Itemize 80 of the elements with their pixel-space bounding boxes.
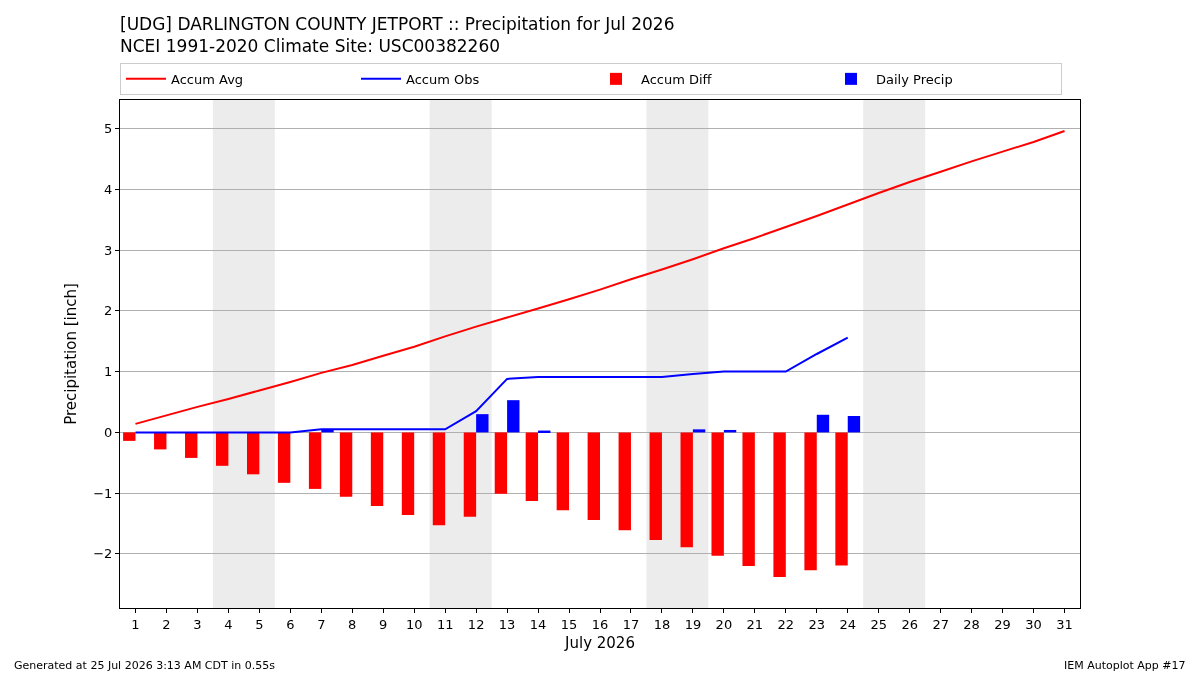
- bar: [816, 414, 830, 433]
- bar: [432, 432, 446, 526]
- bar: [494, 432, 508, 494]
- x-tick-label: 16: [591, 616, 609, 632]
- text: Generated at 25 Jul 2026 3:13 AM CDT in 0.55s: [14, 659, 276, 672]
- text: IEM Autoplot App #17: [1064, 659, 1186, 672]
- x-tick-label: 12: [467, 616, 485, 632]
- bar: [525, 432, 539, 502]
- x-tick-label: 20: [715, 616, 733, 632]
- x-tick-label: 10: [405, 616, 423, 632]
- bar: [401, 432, 415, 516]
- x-tick-label: 19: [684, 616, 702, 632]
- y-tick-label: 1: [104, 364, 113, 380]
- x-tick-label: 26: [901, 616, 918, 632]
- x-tick-label: 17: [622, 616, 640, 632]
- x-tick-label: 23: [808, 616, 826, 632]
- bar: [835, 432, 848, 566]
- x-tick-label: 1: [131, 616, 140, 632]
- bar: [680, 432, 693, 548]
- bar: [463, 432, 477, 517]
- chart-subtitle: NCEI 1991-2020 Climate Site: USC00382260: [120, 36, 501, 57]
- bar: [773, 432, 786, 578]
- bar: [847, 415, 861, 433]
- x-tick-label: 11: [436, 616, 454, 632]
- y-tick-label: 2: [104, 303, 113, 319]
- bar: [154, 432, 167, 450]
- y-tick-label: −1: [93, 485, 113, 501]
- bar: [556, 432, 570, 511]
- x-tick-label: 6: [286, 616, 295, 632]
- bar: [339, 432, 353, 497]
- x-tick-label: 31: [1056, 616, 1073, 632]
- legend-label: Daily Precip: [876, 71, 953, 87]
- x-axis-title: July 2026: [564, 633, 635, 652]
- x-tick-label: 24: [839, 616, 857, 632]
- x-tick-label: 21: [746, 616, 764, 632]
- y-tick-label: 4: [104, 181, 113, 197]
- y-tick-label: 0: [104, 424, 113, 440]
- legend-label: Accum Obs: [406, 71, 480, 87]
- bar: [587, 432, 600, 520]
- bar: [308, 432, 322, 489]
- bar: [185, 432, 198, 458]
- bar: [123, 432, 136, 441]
- bar: [507, 400, 520, 433]
- x-tick-label: 15: [560, 616, 578, 632]
- y-tick-label: −2: [93, 546, 113, 562]
- x-tick-label: 7: [317, 616, 326, 632]
- legend-label: Accum Avg: [171, 71, 244, 87]
- bar: [216, 432, 229, 466]
- x-tick-label: 25: [870, 616, 887, 632]
- y-axis-title: Precipitation [inch]: [62, 283, 81, 425]
- bar: [804, 432, 817, 571]
- x-tick-label: 13: [498, 616, 516, 632]
- x-tick-label: 30: [1025, 616, 1042, 632]
- x-tick-label: 14: [529, 616, 547, 632]
- bar: [692, 429, 706, 433]
- bar: [649, 432, 662, 540]
- bar: [277, 432, 291, 483]
- x-tick-label: 29: [994, 616, 1011, 632]
- x-tick-label: 18: [653, 616, 671, 632]
- x-tick-label: 28: [963, 616, 980, 632]
- chart-title: [UDG] DARLINGTON COUNTY JETPORT :: Precipitation for Jul 2026: [120, 14, 675, 35]
- x-tick-label: 9: [379, 616, 388, 632]
- line-series: [134, 336, 849, 434]
- bar: [370, 432, 384, 506]
- x-tick-label: 3: [193, 616, 202, 632]
- line-series: [134, 129, 1066, 425]
- bar: [246, 432, 260, 475]
- legend-label: Accum Diff: [641, 71, 713, 87]
- x-tick-label: 8: [348, 616, 357, 632]
- bar: [476, 414, 489, 433]
- y-tick-label: 3: [104, 242, 113, 258]
- bar: [618, 432, 631, 531]
- x-tick-label: 22: [777, 616, 795, 632]
- x-tick-label: 5: [255, 616, 264, 632]
- x-tick-label: 2: [162, 616, 171, 632]
- bar: [711, 432, 724, 556]
- bar: [742, 432, 755, 567]
- y-tick-label: 5: [104, 121, 113, 137]
- x-tick-label: 4: [224, 616, 233, 632]
- x-tick-label: 27: [932, 616, 949, 632]
